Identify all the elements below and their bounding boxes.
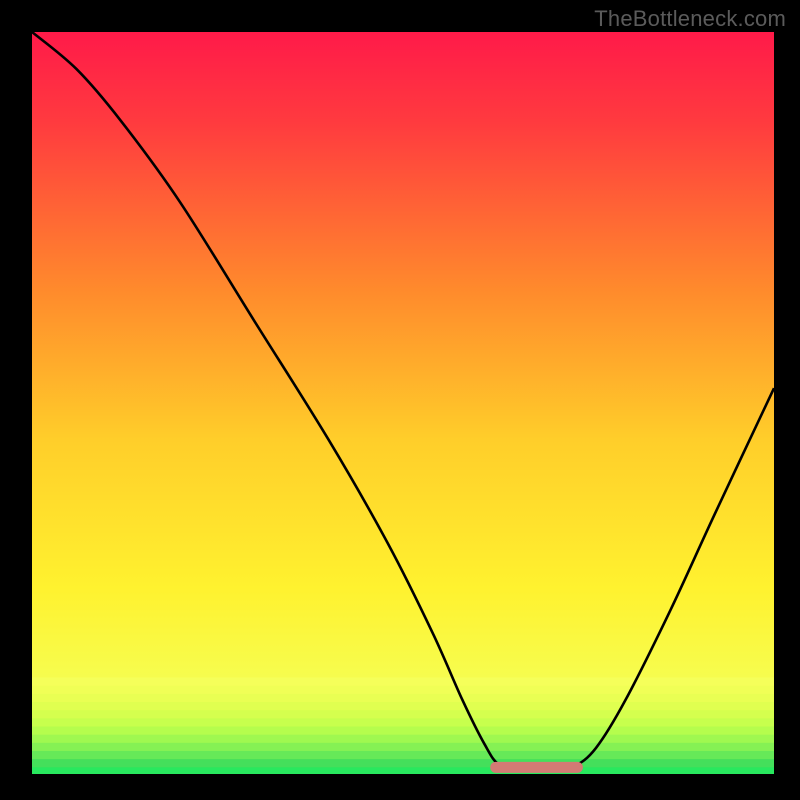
gradient-plot-area (32, 32, 774, 774)
band (32, 686, 774, 695)
band (32, 759, 774, 768)
band (32, 678, 774, 687)
band (32, 727, 774, 736)
band (32, 735, 774, 744)
band (32, 710, 774, 719)
bottleneck-chart (0, 0, 800, 800)
chart-container: TheBottleneck.com (0, 0, 800, 800)
bottom-bands (32, 678, 774, 776)
band (32, 743, 774, 752)
band (32, 718, 774, 727)
band (32, 702, 774, 711)
band (32, 694, 774, 703)
band (32, 751, 774, 760)
watermark: TheBottleneck.com (594, 6, 786, 32)
